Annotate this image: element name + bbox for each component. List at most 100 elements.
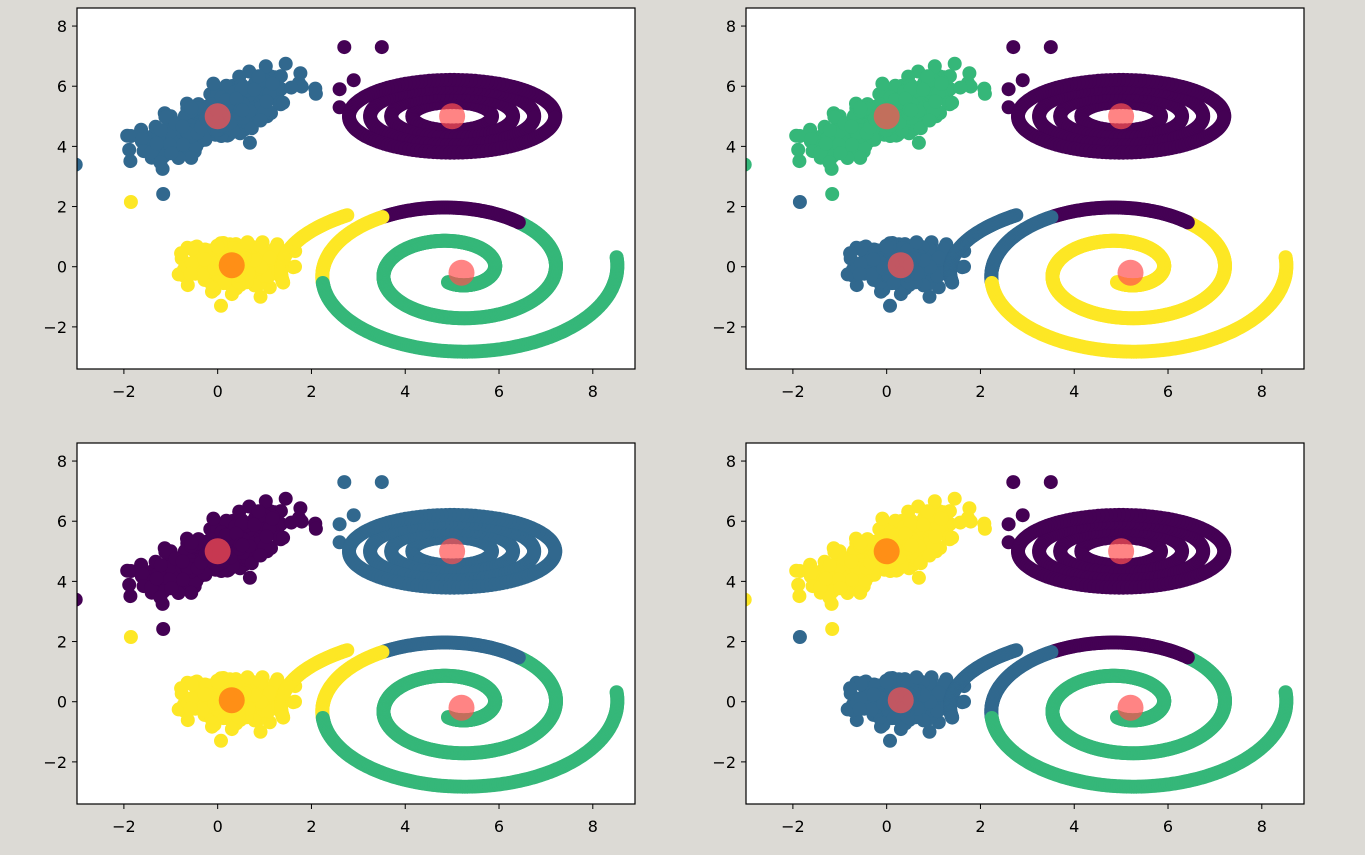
data-point bbox=[153, 558, 168, 573]
data-point bbox=[1153, 110, 1168, 125]
data-point bbox=[217, 275, 232, 290]
data-point bbox=[791, 142, 806, 157]
data-point bbox=[886, 275, 901, 290]
data-point bbox=[174, 246, 189, 261]
x-tick-label: −2 bbox=[112, 382, 136, 401]
axes-frame bbox=[745, 7, 1305, 370]
data-point bbox=[183, 266, 198, 281]
y-tick-label: −2 bbox=[712, 318, 736, 337]
data-point bbox=[963, 79, 978, 94]
x-tick-label: 0 bbox=[882, 382, 892, 401]
y-tick-label: 6 bbox=[57, 77, 67, 96]
cluster-center-marker bbox=[448, 259, 475, 286]
data-point bbox=[825, 187, 840, 201]
data-point bbox=[158, 545, 173, 559]
data-point bbox=[259, 529, 274, 544]
data-point bbox=[853, 256, 868, 271]
data-point bbox=[945, 275, 960, 290]
data-point bbox=[548, 110, 563, 125]
data-point bbox=[928, 94, 943, 109]
data-point bbox=[977, 86, 992, 101]
data-point bbox=[308, 521, 323, 536]
data-point bbox=[77, 592, 83, 607]
data-point bbox=[197, 252, 212, 267]
cluster-center-marker bbox=[1117, 259, 1144, 286]
data-point bbox=[184, 256, 199, 271]
data-point bbox=[176, 572, 190, 587]
data-point bbox=[206, 511, 221, 526]
x-tick-label: 8 bbox=[588, 382, 598, 401]
data-point bbox=[879, 240, 894, 254]
data-point bbox=[251, 504, 266, 519]
y-tick-label: 2 bbox=[726, 198, 736, 217]
data-point bbox=[153, 123, 168, 138]
y-tick-label: 2 bbox=[57, 198, 67, 217]
data-point bbox=[253, 289, 268, 304]
cluster-center-marker bbox=[887, 252, 914, 279]
x-tick-label: 2 bbox=[975, 382, 985, 401]
data-point bbox=[505, 110, 520, 125]
data-point bbox=[135, 132, 150, 146]
data-point bbox=[294, 514, 309, 529]
y-tick-label: 8 bbox=[726, 17, 736, 36]
data-point bbox=[240, 235, 255, 250]
data-point bbox=[175, 554, 190, 569]
y-tick-label: −2 bbox=[43, 318, 67, 337]
data-point bbox=[122, 577, 137, 592]
y-tick-label: 8 bbox=[57, 17, 67, 36]
data-point bbox=[242, 570, 257, 585]
data-point bbox=[276, 530, 291, 545]
data-point bbox=[276, 275, 291, 290]
data-point bbox=[185, 242, 199, 257]
x-tick-label: 8 bbox=[1257, 382, 1267, 401]
data-point bbox=[853, 150, 868, 165]
data-point bbox=[332, 82, 347, 97]
data-point bbox=[235, 103, 250, 118]
data-point bbox=[1217, 110, 1232, 125]
data-point bbox=[176, 137, 190, 152]
data-point bbox=[253, 548, 268, 563]
data-point bbox=[527, 110, 542, 125]
data-point bbox=[153, 590, 168, 605]
data-point bbox=[229, 91, 244, 106]
data-point bbox=[947, 56, 962, 71]
x-tick-label: 4 bbox=[400, 382, 410, 401]
data-point bbox=[804, 132, 819, 146]
data-point bbox=[251, 69, 266, 84]
data-point bbox=[746, 157, 752, 172]
data-point bbox=[184, 100, 199, 115]
axes-background bbox=[746, 8, 1304, 369]
data-point bbox=[258, 59, 273, 74]
data-point bbox=[854, 242, 868, 257]
data-point bbox=[911, 135, 926, 150]
data-point bbox=[253, 113, 268, 128]
x-tick-label: −2 bbox=[781, 382, 805, 401]
data-point bbox=[265, 511, 280, 526]
data-point bbox=[123, 195, 138, 209]
data-point bbox=[175, 119, 190, 134]
data-point bbox=[294, 79, 309, 94]
axes-background bbox=[77, 443, 635, 804]
scatter-points bbox=[77, 475, 625, 794]
data-point bbox=[792, 195, 807, 209]
axes-background bbox=[77, 8, 635, 369]
y-tick-label: 4 bbox=[726, 137, 736, 156]
data-point bbox=[135, 567, 150, 581]
data-point bbox=[184, 585, 199, 600]
data-point bbox=[278, 491, 293, 506]
data-point bbox=[153, 155, 168, 170]
data-point bbox=[195, 267, 210, 282]
cluster-center-marker bbox=[1108, 103, 1135, 130]
data-point bbox=[1196, 110, 1211, 125]
data-point bbox=[833, 146, 848, 161]
data-point bbox=[927, 59, 942, 74]
cluster-center-marker bbox=[439, 103, 466, 130]
data-point bbox=[293, 66, 308, 81]
data-point bbox=[864, 267, 879, 282]
data-point bbox=[934, 76, 949, 91]
data-point bbox=[158, 110, 173, 124]
data-point bbox=[149, 571, 164, 586]
